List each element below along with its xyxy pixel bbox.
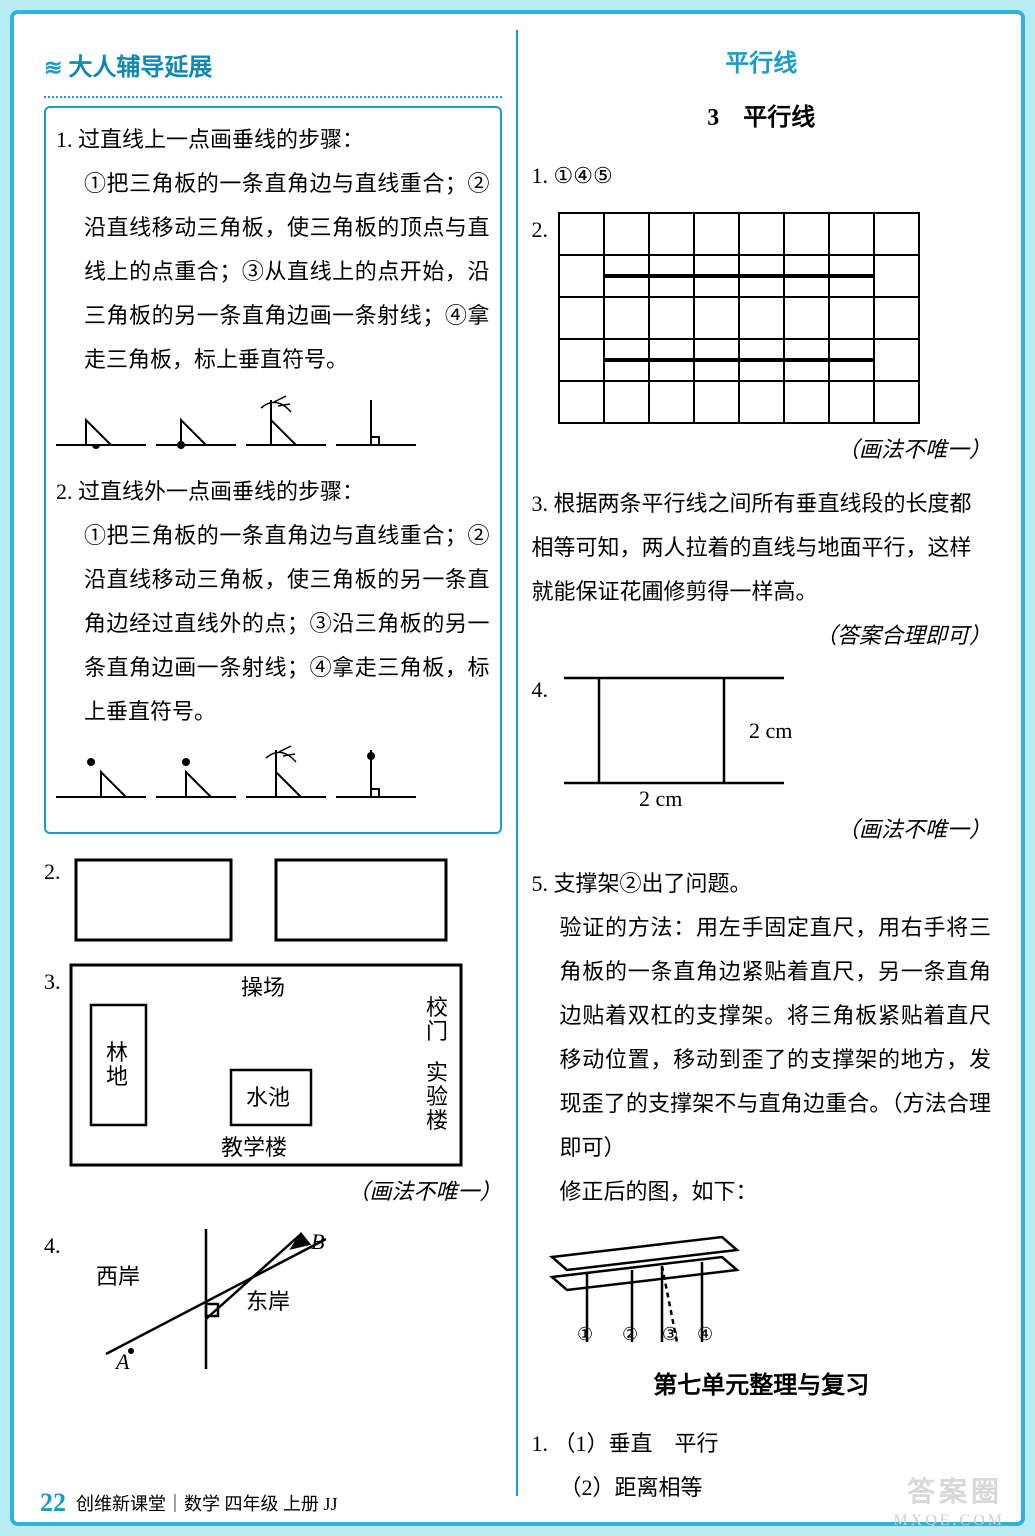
q2-label: 2. — [44, 859, 61, 884]
q2-right: 2. （画法不唯一） — [532, 208, 992, 472]
q5-fix: 修正后的图，如下： — [560, 1170, 992, 1214]
sub-title: 3 平行线 — [532, 94, 992, 142]
svg-text:2 cm: 2 cm — [749, 718, 792, 743]
unit7-title: 第七单元整理与复习 — [532, 1362, 992, 1410]
jiaoxuelou-label: 教学楼 — [221, 1135, 287, 1160]
q3r-note: （答案合理即可） — [532, 614, 992, 658]
footer: 22 创维新课堂｜数学 四年级 上册 JJ — [40, 1488, 995, 1518]
q3-right: 3. 根据两条平行线之间所有垂直线段的长度都相等可知，两人拉着的直线与地面平行，… — [532, 482, 992, 658]
unit7-a1: 1. （1）垂直 平行 — [532, 1422, 992, 1466]
watermark: 答案圈 — [907, 1470, 1003, 1510]
content-area: ≋ 大人辅导延展 1. 过直线上一点画垂线的步骤： ①把三角板的一条直角边与直线… — [30, 30, 1005, 1496]
svg-text:①: ① — [577, 1324, 593, 1344]
q4r-note: （画法不唯一） — [532, 808, 992, 852]
q2r-note: （画法不唯一） — [532, 428, 992, 472]
item2-figure — [56, 742, 490, 812]
right-column: 平行线 3 平行线 1. ①④⑤ 2. — [518, 30, 1006, 1496]
page-number: 22 — [40, 1488, 66, 1518]
q5-figure: ① ② ③ ④ — [532, 1222, 992, 1352]
svg-text:③: ③ — [662, 1324, 678, 1344]
item1-figure — [56, 390, 490, 460]
header-text: 大人辅导延展 — [68, 44, 212, 92]
q4-left: 4. 西岸 东岸 A B — [44, 1224, 502, 1374]
q3-note: （画法不唯一） — [44, 1170, 502, 1214]
q3-left: 3. 操场 林地 水池 教学楼 校门 实验楼 （画法不唯一） — [44, 960, 502, 1214]
wave-icon: ≋ — [44, 46, 62, 90]
shiyanlou-label: 实验楼 — [426, 1060, 448, 1133]
q4r-label: 4. — [532, 677, 549, 702]
box-item-2: 2. 过直线外一点画垂线的步骤： ①把三角板的一条直角边与直线重合；②沿直线移动… — [56, 470, 490, 812]
q4-right: 4. 2 cm 2 cm （画法不唯一） — [532, 668, 992, 852]
item1-body: ①把三角板的一条直角边与直线重合；②沿直线移动三角板，使三角板的顶点与直线上的点… — [84, 162, 490, 382]
svg-text:B: B — [311, 1229, 324, 1254]
footer-text: 创维新课堂｜数学 四年级 上册 JJ — [76, 1490, 338, 1516]
tutor-box: 1. 过直线上一点画垂线的步骤： ①把三角板的一条直角边与直线重合；②沿直线移动… — [44, 106, 502, 834]
lindi-label: 林地 — [106, 1040, 128, 1089]
xiaomen-label: 校门 — [426, 995, 448, 1044]
svg-text:2 cm: 2 cm — [639, 786, 682, 808]
watermark-url: MXQE.COM — [893, 1512, 1005, 1530]
svg-text:西岸: 西岸 — [96, 1264, 140, 1289]
q2r-label: 2. — [532, 217, 549, 242]
item1-lead: 1. 过直线上一点画垂线的步骤： — [56, 118, 490, 162]
q1-right: 1. ①④⑤ — [532, 154, 992, 198]
tutor-extension-header: ≋ 大人辅导延展 — [44, 40, 502, 98]
q3r-body: 根据两条平行线之间所有垂直线段的长度都相等可知，两人拉着的直线与地面平行，这样就… — [532, 491, 972, 604]
left-column: ≋ 大人辅导延展 1. 过直线上一点画垂线的步骤： ①把三角板的一条直角边与直线… — [30, 30, 518, 1496]
q5-right: 5. 支撑架②出了问题。 验证的方法：用左手固定直尺，用右手将三角板的一条直角边… — [532, 862, 992, 1352]
svg-text:A: A — [114, 1349, 130, 1374]
q3r-label: 3. — [532, 491, 549, 516]
svg-text:②: ② — [622, 1324, 638, 1344]
shuichi-label: 水池 — [246, 1085, 290, 1110]
item2-lead: 2. 过直线外一点画垂线的步骤： — [56, 470, 490, 514]
q5-body: 验证的方法：用左手固定直尺，用右手将三角板的一条直角边紧贴着直尺，另一条直角边贴… — [560, 906, 992, 1170]
q2-left: 2. — [44, 850, 502, 950]
item2-body: ①把三角板的一条直角边与直线重合；②沿直线移动三角板，使三角板的另一条直角边经过… — [84, 514, 490, 734]
svg-text:东岸: 东岸 — [246, 1289, 290, 1314]
blue-title: 平行线 — [532, 40, 992, 88]
box-item-1: 1. 过直线上一点画垂线的步骤： ①把三角板的一条直角边与直线重合；②沿直线移动… — [56, 118, 490, 460]
caochang-label: 操场 — [241, 975, 285, 1000]
q4-label: 4. — [44, 1233, 61, 1258]
svg-text:④: ④ — [697, 1324, 713, 1344]
q3-label: 3. — [44, 969, 61, 994]
q5-lead: 5. 支撑架②出了问题。 — [532, 862, 992, 906]
